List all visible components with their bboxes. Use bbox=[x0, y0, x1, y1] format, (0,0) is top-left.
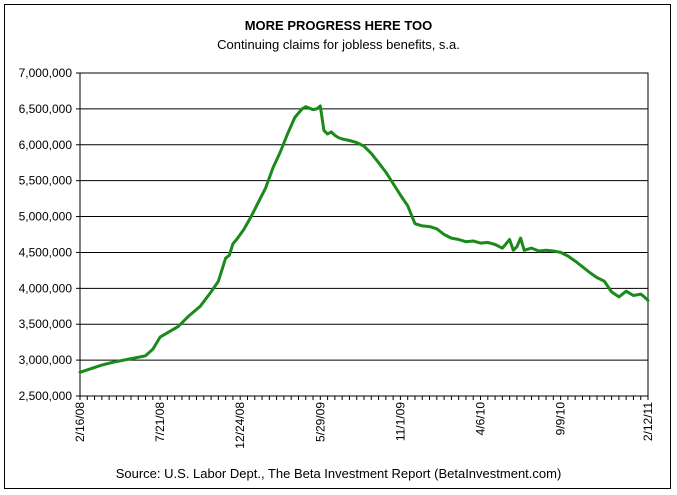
source-note: Source: U.S. Labor Dept., The Beta Inves… bbox=[115, 466, 562, 481]
chart-subtitle: Continuing claims for jobless benefits, … bbox=[217, 37, 460, 52]
chart-title: MORE PROGRESS HERE TOO bbox=[244, 18, 433, 33]
x-tick-label: 9/9/10 bbox=[554, 402, 568, 436]
y-tick-label: 5,500,000 bbox=[19, 174, 73, 188]
x-tick-label: 2/16/08 bbox=[73, 402, 87, 442]
x-tick-label: 7/21/08 bbox=[153, 402, 167, 442]
y-tick-label: 3,500,000 bbox=[19, 317, 73, 331]
x-tick-label: 12/24/08 bbox=[233, 402, 247, 449]
y-tick-label: 4,500,000 bbox=[19, 245, 73, 259]
y-tick-label: 6,500,000 bbox=[19, 102, 73, 116]
y-tick-label: 5,000,000 bbox=[19, 210, 73, 224]
y-tick-label: 7,000,000 bbox=[19, 66, 73, 80]
x-tick-label: 5/29/09 bbox=[313, 402, 327, 442]
x-axis: 2/16/08 7/21/08 12/24/08 5/29/09 11/1/09 4/6/… bbox=[73, 396, 655, 449]
x-tick-label: 2/12/11 bbox=[641, 402, 655, 441]
y-tick-label: 4,000,000 bbox=[19, 281, 73, 295]
grid-lines bbox=[80, 108, 648, 361]
y-tick-label: 2,500,000 bbox=[19, 389, 73, 403]
x-tick-label: 11/1/09 bbox=[393, 402, 407, 441]
series-line-continuing-claims bbox=[78, 104, 650, 374]
x-tick-label: 4/6/10 bbox=[474, 402, 488, 436]
y-axis: 2,500,000 3,000,000 3,500,000 4,000,000 4,50… bbox=[19, 66, 80, 403]
y-tick-label: 6,000,000 bbox=[19, 138, 73, 152]
chart-frame bbox=[4, 4, 671, 489]
y-tick-label: 3,000,000 bbox=[19, 353, 73, 367]
plot-area bbox=[79, 72, 649, 397]
